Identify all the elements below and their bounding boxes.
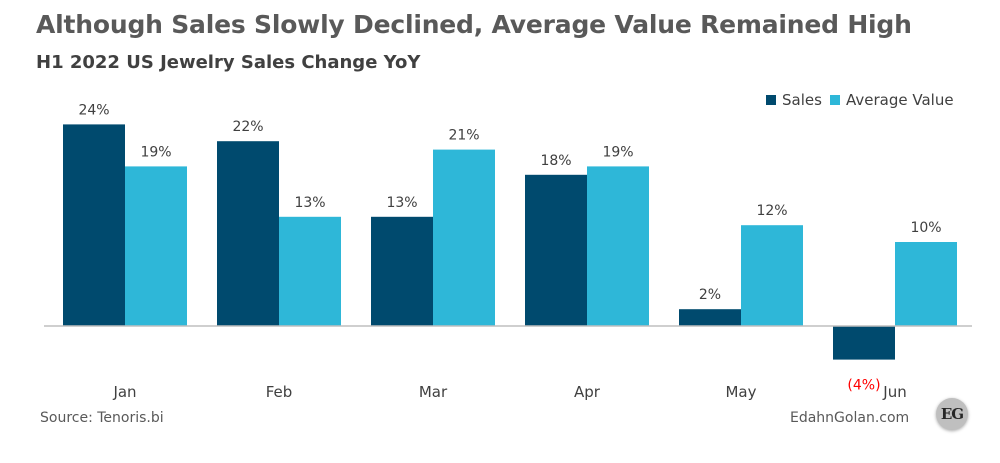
avg-value-label-apr: 19% [602,144,633,160]
x-tick-label-jan: Jan [112,383,136,401]
sales-bar-jun [833,326,895,360]
x-tick-label-jun: Jun [882,383,906,401]
avg-value-label-may: 12% [756,203,787,219]
sales-bar-mar [371,216,433,326]
x-tick-label-may: May [725,383,756,401]
avg-value-label-jun: 10% [910,220,941,236]
chart-title: Although Sales Slowly Declined, Average … [36,10,912,39]
sales-label-jun: (4%) [847,378,880,394]
avg-value-bar-may [741,225,803,326]
sales-label-mar: 13% [386,195,417,211]
credit-link[interactable]: EdahnGolan.com [790,410,910,426]
avg-value-label-feb: 13% [294,195,325,211]
sales-label-feb: 22% [232,119,263,135]
x-tick-label-feb: Feb [266,383,293,401]
chart-subtitle: H1 2022 US Jewelry Sales Change YoY [36,52,421,73]
avg-value-bar-jun [895,242,957,326]
x-tick-label-apr: Apr [574,383,601,401]
sales-bar-feb [217,141,279,326]
sales-label-apr: 18% [540,153,571,169]
avg-value-bar-apr [587,166,649,326]
logo-text: EG [940,405,964,423]
x-tick-label-mar: Mar [419,383,448,401]
legend-average-value-label: Average Value [846,91,954,109]
sales-bar-jan [63,124,125,327]
avg-value-label-mar: 21% [448,128,479,144]
avg-value-bar-feb [279,216,341,326]
legend-sales-label: Sales [782,91,822,109]
sales-label-may: 2% [699,287,721,303]
legend-sales-swatch [766,95,776,105]
source-note: Source: Tenoris.bi [40,410,164,426]
avg-value-bar-mar [433,149,495,326]
avg-value-bar-jan [125,166,187,326]
legend-average-value-swatch [830,95,840,105]
eg-logo: EG [936,398,968,430]
sales-bar-apr [525,174,587,326]
sales-label-jan: 24% [78,102,109,118]
avg-value-label-jan: 19% [140,144,171,160]
sales-bar-may [679,309,741,326]
